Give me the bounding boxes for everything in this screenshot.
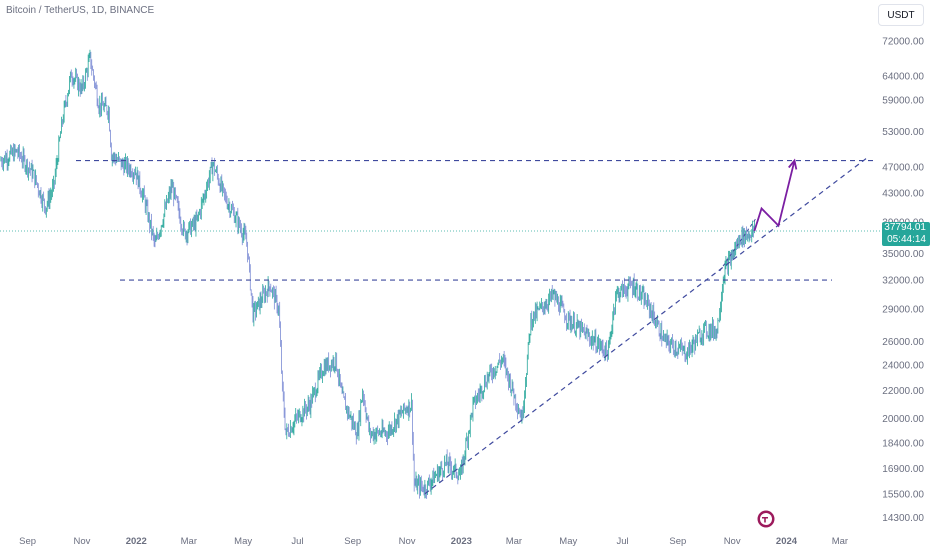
time-tick-label: Mar [506,536,522,547]
time-tick-label: Nov [73,536,90,547]
price-tick-label: 53000.00 [882,127,924,138]
price-tick-label: 43000.00 [882,188,924,199]
price-tick-label: 35000.00 [882,249,924,260]
price-tick-label: 59000.00 [882,95,924,106]
price-tick-label: 15500.00 [882,489,924,500]
channel-upper-line [719,217,757,272]
time-tick-label: Sep [669,536,686,547]
price-tick-label: 22000.00 [882,386,924,397]
price-axis: 72000.00 64000.00 59000.00 53000.00 47000.00… [882,37,924,524]
tradingview-logo-icon[interactable] [757,510,775,528]
time-tick-label: Nov [724,536,741,547]
plot-area [0,49,880,499]
price-tick-label: 20000.00 [882,414,924,425]
time-tick-label: May [234,536,252,547]
time-tick-label: 2024 [776,536,798,547]
time-tick-label: Sep [344,536,361,547]
chart-title: Bitcoin / TetherUS, 1D, BINANCE [6,5,155,16]
ascending-trendline [424,157,868,495]
price-tick-label: 64000.00 [882,71,924,82]
price-tick-label: 16900.00 [882,464,924,475]
price-tick-label: 72000.00 [882,37,924,48]
time-tick-label: Mar [832,536,848,547]
time-tick-label: Nov [399,536,416,547]
projection-path [753,160,796,232]
time-tick-label: Mar [181,536,197,547]
projection-arrowhead [788,158,798,170]
bar-countdown: 05:44:14 [887,234,926,245]
price-tick-label: 29000.00 [882,305,924,316]
price-tick-label: 32000.00 [882,276,924,287]
time-tick-label: 2022 [126,536,147,547]
price-tick-label: 26000.00 [882,337,924,348]
price-tick-label: 18400.00 [882,439,924,450]
time-tick-label: May [559,536,577,547]
price-tick-label: 24000.00 [882,360,924,371]
time-tick-label: Jul [291,536,303,547]
last-price-tag: 37794.01 05:44:14 [882,222,930,246]
price-tick-label: 47000.00 [882,162,924,173]
time-tick-label: 2023 [451,536,472,547]
last-price: 37794.01 [884,222,926,233]
time-axis: Sep Nov 2022 Mar May Jul Sep Nov 2023 Mar May Jul Se… [19,536,848,547]
price-tick-label: 14300.00 [882,513,924,524]
time-tick-label: Jul [617,536,629,547]
time-tick-label: Sep [19,536,36,547]
currency-button[interactable]: USDT [878,4,924,26]
